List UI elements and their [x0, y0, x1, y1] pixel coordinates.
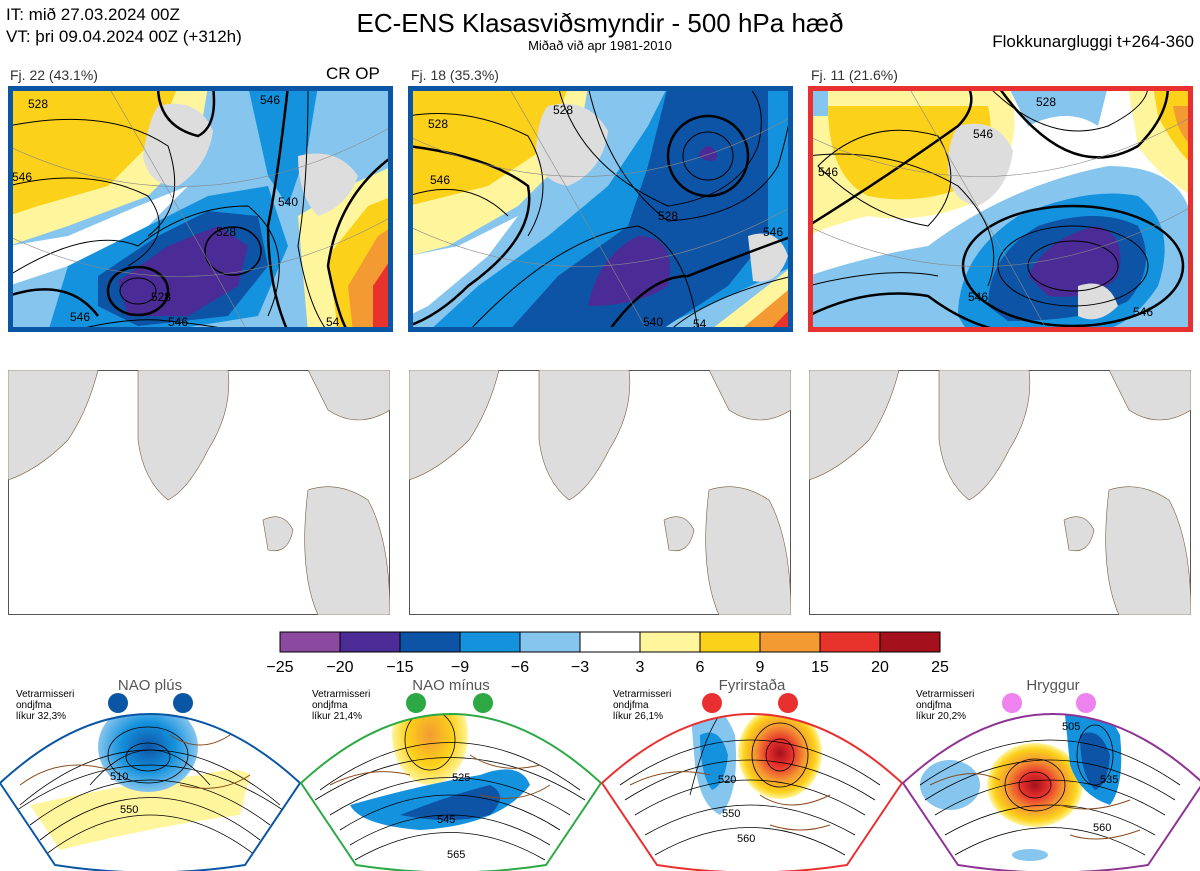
regime-marker [108, 693, 128, 713]
contour-label: 546 [70, 310, 90, 324]
weather-regimes: 510 550 NAO plús Vetrarmisseri ondjfma l… [0, 677, 1200, 871]
contour-label: 540 [278, 195, 298, 209]
cluster-1-tag: CR OP [326, 64, 380, 83]
contour-label: 546 [763, 225, 783, 239]
colorbar-cell [699, 631, 761, 653]
colorbar-tick: 9 [756, 659, 765, 676]
colorbar-cell [639, 631, 701, 653]
colorbar-tick: −6 [511, 659, 529, 676]
contour-label: 528 [151, 290, 171, 304]
regime-1-name: NAO plús [118, 677, 182, 694]
colorbar-tick: −25 [266, 659, 293, 676]
colorbar-tick: 6 [696, 659, 705, 676]
contour-label: 546 [1133, 305, 1153, 319]
regime-marker [473, 693, 493, 713]
colorbar-tick: −9 [451, 659, 469, 676]
colorbar-cell [519, 631, 581, 653]
regime-4-note: ondjfma [916, 700, 952, 711]
regime-4-name: Hryggur [1026, 677, 1079, 694]
contour-label: 528 [1036, 95, 1056, 109]
colorbar-tick: 25 [931, 659, 949, 676]
cluster-3-label: Fj. 11 (21.6%) [811, 67, 898, 83]
contour-label: 546 [968, 290, 988, 304]
contour-label: 528 [658, 209, 678, 223]
contour-label: 546 [818, 165, 838, 179]
empty-map-1 [8, 370, 390, 615]
page-subtitle: Miðað við apr 1981-2010 [528, 38, 672, 53]
regime-3-note: ondjfma [613, 700, 649, 711]
regime-contour-label: 535 [1100, 774, 1118, 786]
regime-4-prob: líkur 20,2% [916, 711, 966, 722]
regime-1-note: ondjfma [16, 700, 52, 711]
colorbar-cell [759, 631, 821, 653]
colorbar-cell [279, 631, 341, 653]
regime-marker [702, 693, 722, 713]
regime-marker [173, 693, 193, 713]
regime-contour-label: 550 [120, 804, 138, 816]
cluster-2-map: 528 546 528 546 528 54 540 [408, 86, 793, 332]
regime-marker [1076, 693, 1096, 713]
colorbar-cell [459, 631, 521, 653]
regime-contour-label: 510 [110, 771, 128, 783]
regime-contour-label: 520 [718, 774, 736, 786]
contour-label: 54 [326, 315, 340, 329]
contour-label: 546 [12, 170, 32, 184]
regime-3-prob: líkur 26,1% [613, 711, 663, 722]
colorbar-cell [819, 631, 881, 653]
colorbar-tick: 20 [871, 659, 889, 676]
regime-2-prob: líkur 21,4% [312, 711, 362, 722]
regime-contour-label: 560 [1093, 822, 1111, 834]
regime-1-note: Vetrarmisseri [16, 689, 74, 700]
colorbar-tick: 3 [636, 659, 645, 676]
colorbar-tick: −20 [326, 659, 353, 676]
regime-marker [406, 693, 426, 713]
colorbar-cell [879, 631, 941, 653]
regime-contour-label: 565 [447, 849, 465, 861]
regime-marker [1002, 693, 1022, 713]
colorbar-cell [339, 631, 401, 653]
colorbar-cell [579, 631, 641, 653]
contour-label: 528 [28, 97, 48, 111]
regime-contour-label: 545 [437, 814, 455, 826]
run-info: IT: mið 27.03.2024 00Z VT: þri 09.04.202… [6, 4, 242, 48]
contour-label: 540 [643, 315, 663, 329]
regime-contour-label: 560 [737, 833, 755, 845]
regime-contour-label: 550 [722, 808, 740, 820]
regime-2-note: Vetrarmisseri [312, 689, 370, 700]
regime-marker [778, 693, 798, 713]
regime-2-name: NAO mínus [412, 677, 490, 694]
cluster-1-label: Fj. 22 (43.1%) [10, 67, 98, 83]
valid-time: VT: þri 09.04.2024 00Z (+312h) [6, 27, 242, 46]
contour-label: 546 [168, 315, 188, 329]
classification-window: Flokkunargluggi t+264-360 [992, 32, 1194, 51]
cluster-1-map: 528 546 540 528 546 546 528 54 546 [8, 86, 393, 332]
cluster-3-map: 528 546 546 546 546 [808, 86, 1193, 332]
contour-label: 546 [973, 127, 993, 141]
contour-label: 546 [430, 173, 450, 187]
empty-map-3 [809, 370, 1191, 615]
regime-2-note: ondjfma [312, 700, 348, 711]
initial-time: IT: mið 27.03.2024 00Z [6, 5, 180, 24]
colorbar-tick: 15 [811, 659, 829, 676]
colorbar-cell [399, 631, 461, 653]
contour-label: 528 [428, 117, 448, 131]
regime-contour-label: 505 [1062, 721, 1080, 733]
empty-map-2 [409, 370, 791, 615]
colorbar-tick: −3 [571, 659, 589, 676]
colorbar-tick: −15 [386, 659, 413, 676]
anomaly-colorbar: −25 −20 −15 −9 −6 −3 3 6 9 15 20 25 [266, 631, 949, 676]
regime-3-note: Vetrarmisseri [613, 689, 671, 700]
regime-3-name: Fyrirstaða [719, 677, 786, 694]
regime-contour-label: 525 [452, 772, 470, 784]
contour-label: 528 [216, 225, 236, 239]
contour-label: 546 [260, 93, 280, 107]
page-title: EC-ENS Klasasviðsmyndir - 500 hPa hæð [356, 8, 844, 38]
cluster-2-label: Fj. 18 (35.3%) [411, 67, 499, 83]
contour-label: 528 [553, 103, 573, 117]
regime-4-note: Vetrarmisseri [916, 689, 974, 700]
regime-1-prob: líkur 32,3% [16, 711, 66, 722]
